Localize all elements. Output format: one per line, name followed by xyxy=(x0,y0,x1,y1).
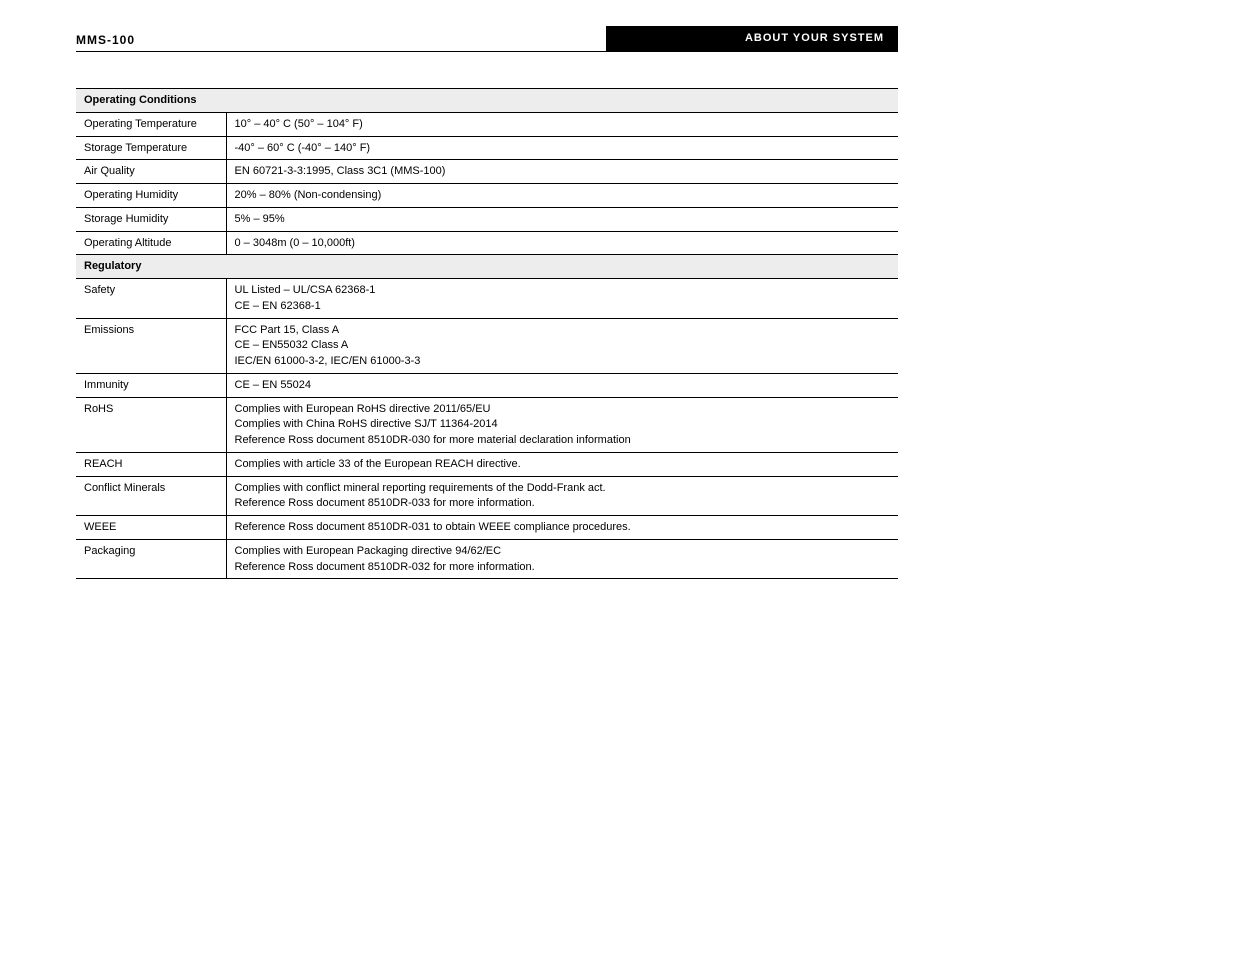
spec-value: 20% – 80% (Non-condensing) xyxy=(226,184,898,208)
section-badge: ABOUT YOUR SYSTEM xyxy=(606,26,898,51)
spec-line: Complies with European RoHS directive 20… xyxy=(235,403,891,417)
content-area: MMS-100 ABOUT YOUR SYSTEM Operating Cond… xyxy=(76,26,898,579)
spec-line: Complies with conflict mineral reporting… xyxy=(235,482,891,496)
spec-row: Packaging Complies with European Packagin… xyxy=(76,539,898,579)
spec-line: 0 – 3048m (0 – 10,000ft) xyxy=(235,237,891,251)
spec-line: Complies with article 33 of the European… xyxy=(235,458,891,472)
spec-row: EmissionsFCC Part 15, Class ACE – EN5503… xyxy=(76,318,898,373)
spec-line: UL Listed – UL/CSA 62368-1 xyxy=(235,284,891,298)
spec-value: Complies with article 33 of the European… xyxy=(226,452,898,476)
spec-label: RoHS xyxy=(76,397,226,452)
spec-label: Conflict Minerals xyxy=(76,476,226,516)
spec-line: Complies with China RoHS directive SJ/T … xyxy=(235,418,891,432)
spec-label: Operating Humidity xyxy=(76,184,226,208)
spec-line: CE – EN 55024 xyxy=(235,379,891,393)
spec-label: Operating Temperature xyxy=(76,112,226,136)
spec-label: WEEE xyxy=(76,516,226,540)
spec-value: 5% – 95% xyxy=(226,207,898,231)
spec-label: Operating Altitude xyxy=(76,231,226,255)
spec-row: Conflict Minerals Complies with conflict … xyxy=(76,476,898,516)
spec-line: Complies with European Packaging directi… xyxy=(235,545,891,559)
section-title: Operating Conditions xyxy=(76,89,226,113)
page-header: MMS-100 ABOUT YOUR SYSTEM xyxy=(76,26,898,52)
section-title-spacer xyxy=(226,89,898,113)
spec-label: Safety xyxy=(76,279,226,319)
spec-value: CE – EN 55024 xyxy=(226,373,898,397)
spec-line: Reference Ross document 8510DR-030 for m… xyxy=(235,434,891,448)
spec-line: 5% – 95% xyxy=(235,213,891,227)
spec-value: 10° – 40° C (50° – 104° F) xyxy=(226,112,898,136)
spec-label: Emissions xyxy=(76,318,226,373)
spec-row: REACH Complies with article 33 of the Eur… xyxy=(76,452,898,476)
spec-value: Reference Ross document 8510DR-031 to ob… xyxy=(226,516,898,540)
spec-line: IEC/EN 61000-3-2, IEC/EN 61000-3-3 xyxy=(235,355,891,369)
section-header: Operating Conditions xyxy=(76,89,898,113)
spec-table: Operating ConditionsOperating Temperatur… xyxy=(76,88,898,579)
spec-value: UL Listed – UL/CSA 62368-1 CE – EN 62368-… xyxy=(226,279,898,319)
spec-label: Air Quality xyxy=(76,160,226,184)
section-header: Regulatory xyxy=(76,255,898,279)
spec-row: Storage Temperature -40° – 60° C (-40° – … xyxy=(76,136,898,160)
spec-row: Immunity CE – EN 55024 xyxy=(76,373,898,397)
spec-label: Immunity xyxy=(76,373,226,397)
spec-value: FCC Part 15, Class ACE – EN55032 Class A… xyxy=(226,318,898,373)
spec-row: Operating Temperature 10° – 40° C (50° – … xyxy=(76,112,898,136)
spec-row: Safety UL Listed – UL/CSA 62368-1 CE – EN … xyxy=(76,279,898,319)
spec-value: Complies with European Packaging directi… xyxy=(226,539,898,579)
spec-line: -40° – 60° C (-40° – 140° F) xyxy=(235,142,891,156)
spec-line: Reference Ross document 8510DR-033 for m… xyxy=(235,497,891,511)
spec-row: RoHS Complies with European RoHS directiv… xyxy=(76,397,898,452)
spec-label: Packaging xyxy=(76,539,226,579)
spec-line: 10° – 40° C (50° – 104° F) xyxy=(235,118,891,132)
page: MMS-100 ABOUT YOUR SYSTEM Operating Cond… xyxy=(0,0,1235,954)
spec-line: EN 60721-3-3:1995, Class 3C1 (MMS-100) xyxy=(235,165,891,179)
section-title: Regulatory xyxy=(76,255,226,279)
spec-value: 0 – 3048m (0 – 10,000ft) xyxy=(226,231,898,255)
spec-line: 20% – 80% (Non-condensing) xyxy=(235,189,891,203)
spec-value: EN 60721-3-3:1995, Class 3C1 (MMS-100) xyxy=(226,160,898,184)
spec-line: Reference Ross document 8510DR-032 for m… xyxy=(235,561,891,575)
spec-row: Operating Humidity 20% – 80% (Non-condens… xyxy=(76,184,898,208)
spec-value: Complies with conflict mineral reporting… xyxy=(226,476,898,516)
spec-row: Operating Altitude 0 – 3048m (0 – 10,000f… xyxy=(76,231,898,255)
product-model: MMS-100 xyxy=(76,33,135,48)
spec-line: Reference Ross document 8510DR-031 to ob… xyxy=(235,521,891,535)
spec-label: REACH xyxy=(76,452,226,476)
spec-row: Storage Humidity 5% – 95% xyxy=(76,207,898,231)
spec-line: FCC Part 15, Class A xyxy=(235,324,891,338)
spec-label: Storage Humidity xyxy=(76,207,226,231)
spec-value: -40° – 60° C (-40° – 140° F) xyxy=(226,136,898,160)
spec-row: WEEE Reference Ross document 8510DR-031 t… xyxy=(76,516,898,540)
spec-value: Complies with European RoHS directive 20… xyxy=(226,397,898,452)
spec-line: CE – EN 62368-1 xyxy=(235,300,891,314)
section-title-spacer xyxy=(226,255,898,279)
spec-line: CE – EN55032 Class A xyxy=(235,339,891,353)
spec-label: Storage Temperature xyxy=(76,136,226,160)
spec-row: Air Quality EN 60721-3-3:1995, Class 3C1 … xyxy=(76,160,898,184)
